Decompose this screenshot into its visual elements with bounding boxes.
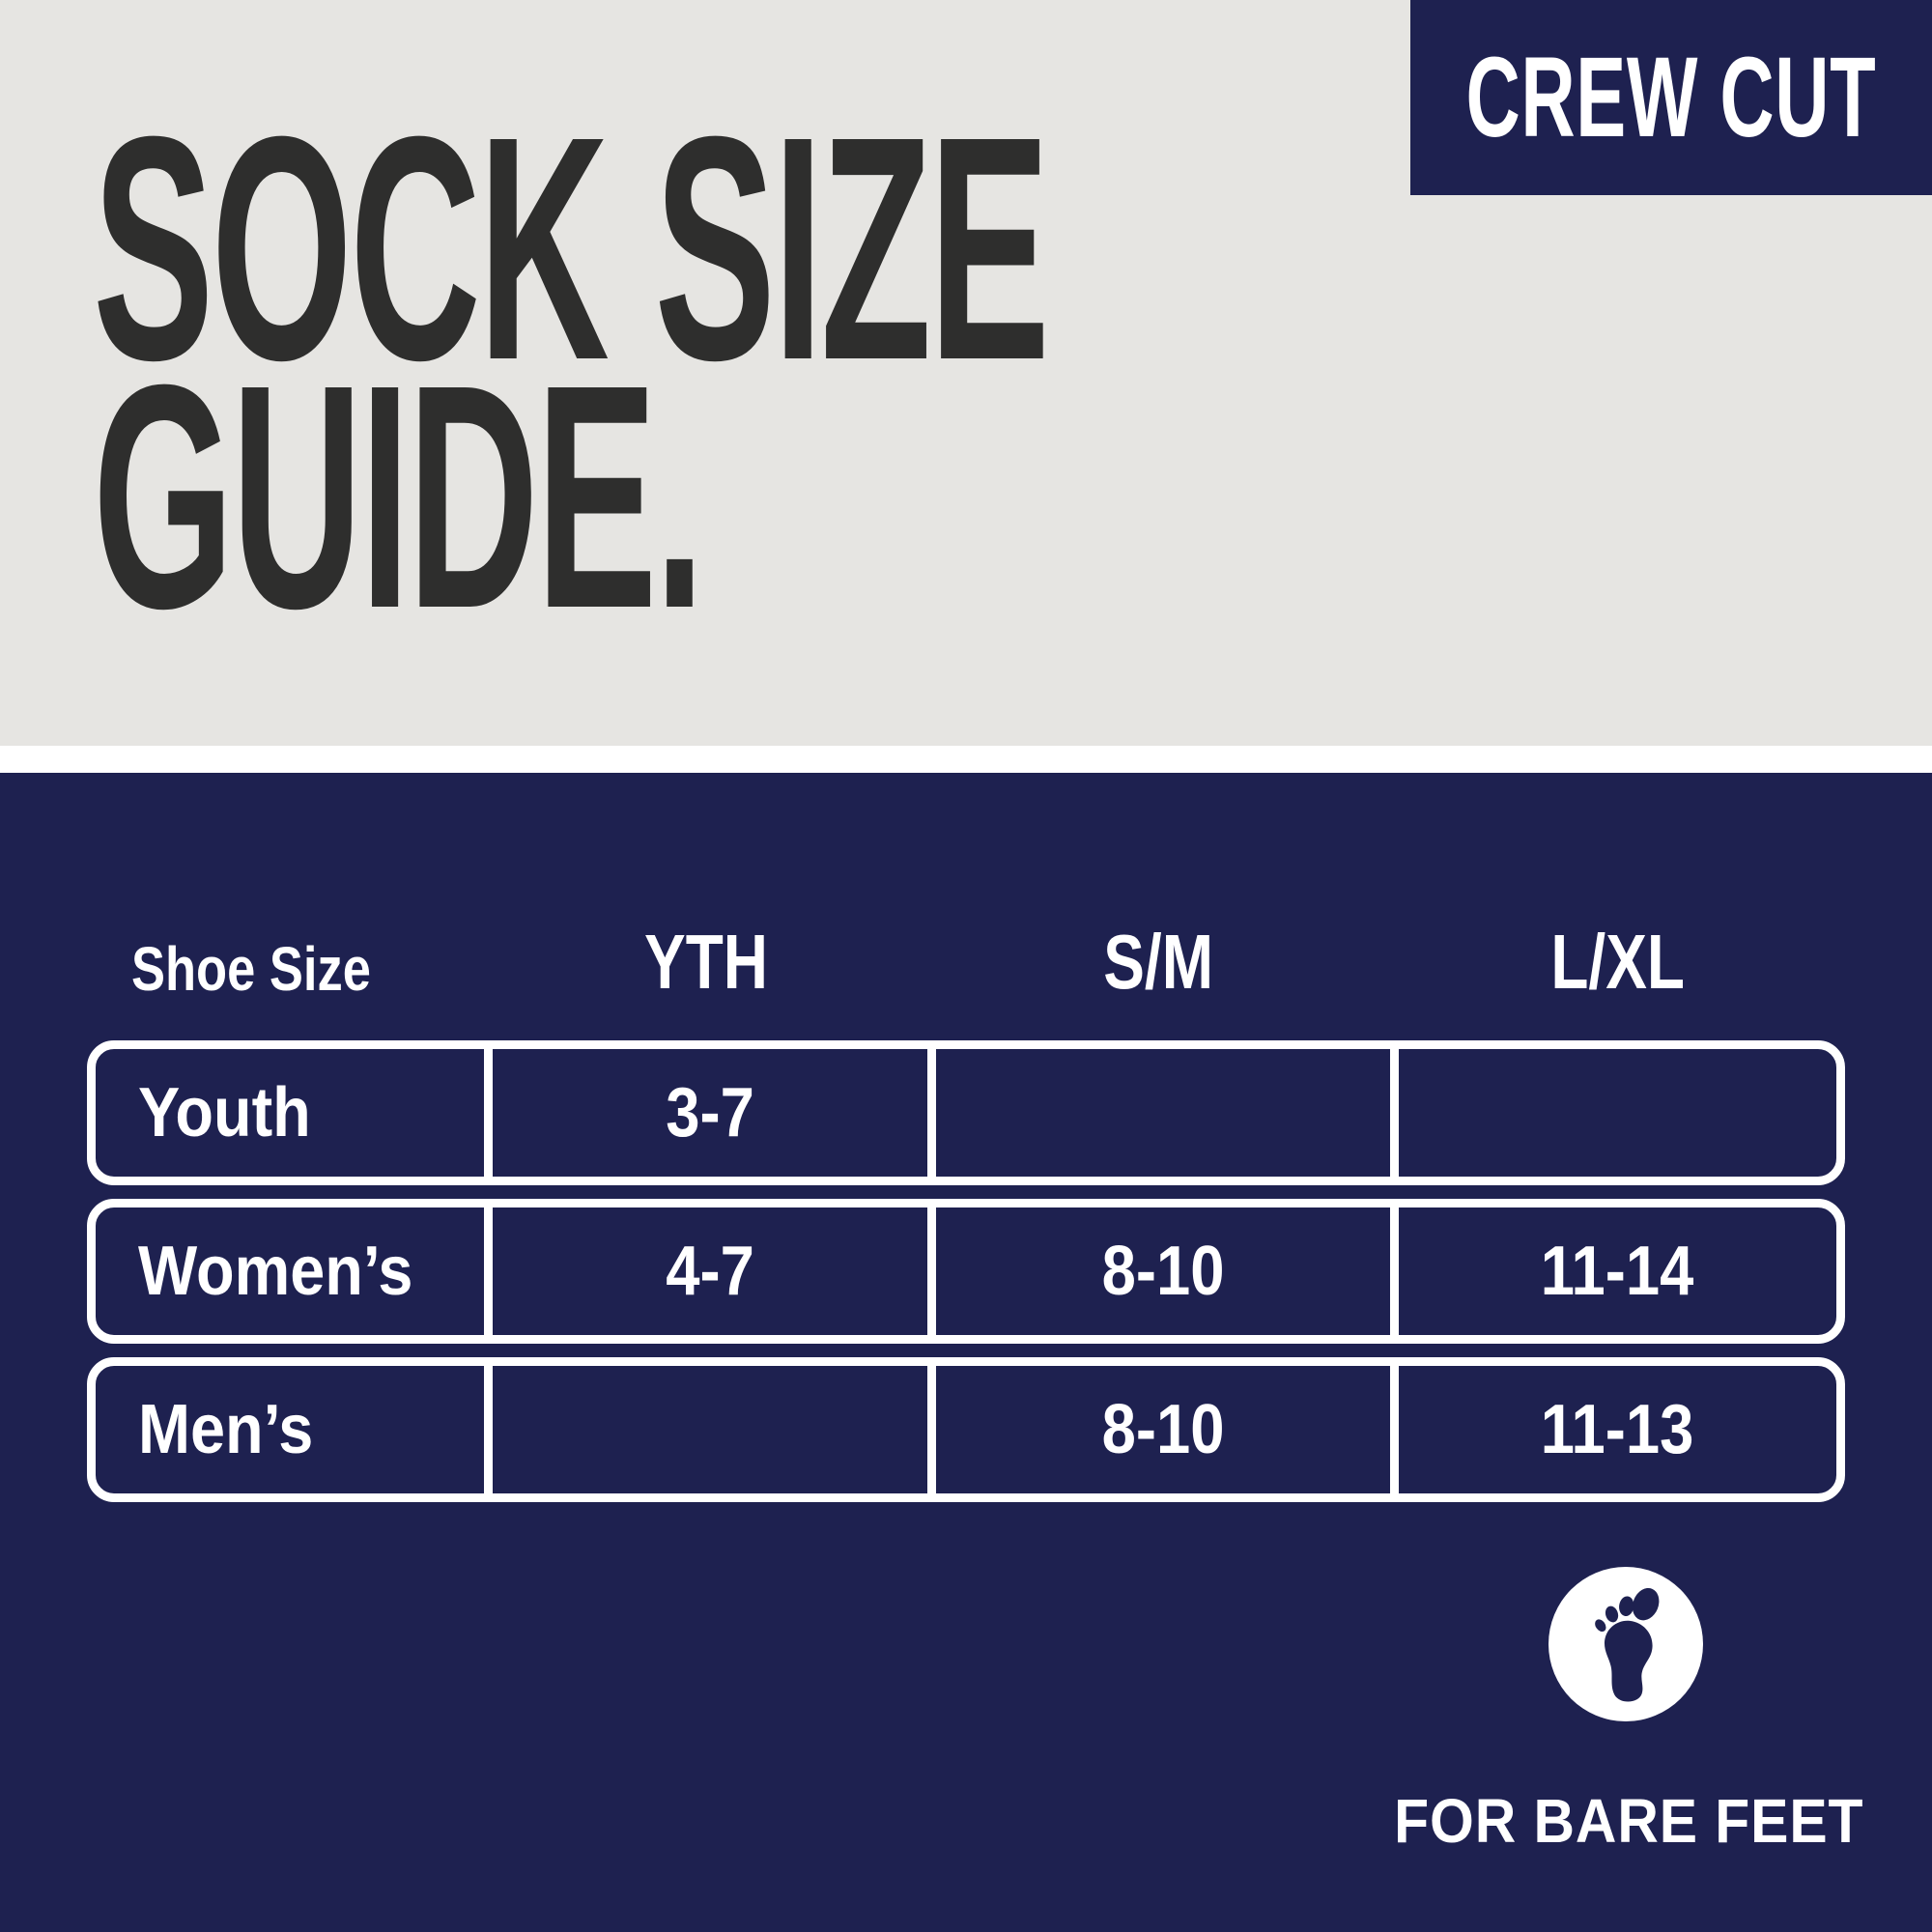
badge-label: CREW CUT [1465,34,1877,161]
column-header-shoe-size: Shoe Size [131,934,371,1004]
size-table: Youth 3-7 Women’s 4-7 8-10 11-14 [87,1040,1845,1516]
table-row-mens: Men’s 8-10 11-13 [87,1357,1845,1502]
row-label-mens: Men’s [138,1391,314,1468]
cell-youth-sm [927,1049,1390,1177]
cell-mens-lxl: 11-13 [1390,1366,1836,1493]
brand-logo [1548,1567,1703,1721]
cell-womens-sm: 8-10 [927,1208,1390,1335]
cell-mens-yth [484,1366,927,1493]
table-panel [0,773,1932,1932]
footprint-icon [1595,1587,1660,1702]
cell-youth-lxl [1390,1049,1836,1177]
page-title: SOCK SIZE GUIDE. [93,70,1768,675]
row-label-youth: Youth [138,1074,311,1151]
column-header-sm: S/M [1103,919,1214,1005]
row-label-womens: Women’s [138,1233,413,1310]
cell-youth-yth: 3-7 [484,1049,927,1177]
cell-mens-sm: 8-10 [927,1366,1390,1493]
column-header-yth: YTH [643,919,768,1005]
cell-womens-yth: 4-7 [484,1208,927,1335]
cell-womens-lxl: 11-14 [1390,1208,1836,1335]
title-line-1: SOCK SIZE [93,70,1050,426]
crew-cut-badge: CREW CUT [1410,0,1932,195]
title-line-2: GUIDE. [93,318,705,675]
brand-name: FOR BARE FEET [1393,1786,1864,1856]
table-row-womens: Women’s 4-7 8-10 11-14 [87,1199,1845,1344]
table-row-youth: Youth 3-7 [87,1040,1845,1185]
column-header-lxl: L/XL [1550,919,1685,1005]
